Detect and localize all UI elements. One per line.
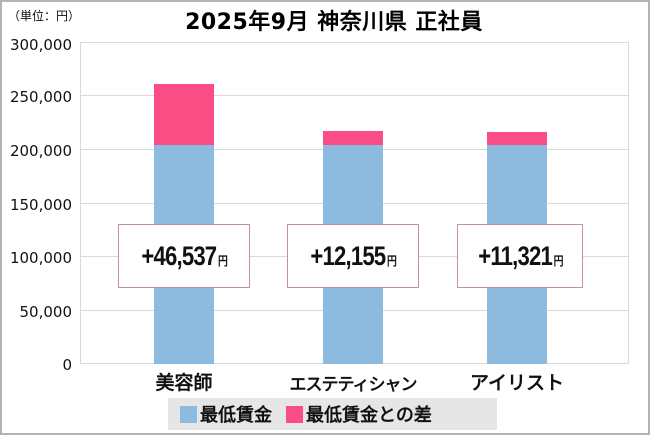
y-tick-300000: 300,000 (9, 36, 72, 54)
diff-label-eyelist: +11,321 円 (457, 224, 583, 288)
x-label-eyelist: アイリスト (469, 372, 565, 394)
bar-segment-difference (323, 131, 383, 145)
x-label-esthetician: エステティシャン (289, 375, 418, 395)
bar-segment-difference (154, 84, 214, 145)
legend-label: 最低賃金との差 (306, 405, 432, 426)
y-tick-50000: 50,000 (19, 303, 73, 321)
legend: 最低賃金 最低賃金との差 (168, 398, 497, 430)
legend-item-difference: 最低賃金との差 (286, 401, 432, 427)
diff-amount: +12,155 (310, 240, 386, 271)
legend-swatch-blue-icon (180, 405, 197, 423)
diff-amount: +46,537 (141, 240, 217, 271)
chart-title: 2025年9月 神奈川県 正社員 (185, 10, 483, 35)
diff-value: +11,321 円 (477, 240, 563, 272)
legend-item-minimum-wage: 最低賃金 (180, 401, 272, 427)
yen-unit: 円 (217, 253, 228, 268)
diff-value: +12,155 円 (310, 241, 396, 272)
y-tick-0: 0 (62, 356, 72, 374)
diff-amount: +11,321 (477, 240, 553, 271)
diff-value: +46,537 円 (141, 241, 227, 272)
x-label-biyoushi: 美容師 (155, 372, 213, 394)
legend-label: 最低賃金 (200, 405, 272, 426)
bar-segment-difference (487, 132, 547, 145)
gridline-250000 (80, 95, 629, 96)
y-tick-150000: 150,000 (9, 196, 72, 214)
legend-swatch-pink-icon (286, 405, 303, 423)
y-tick-100000: 100,000 (9, 249, 72, 267)
y-tick-250000: 250,000 (9, 88, 72, 106)
y-tick-200000: 200,000 (9, 142, 72, 160)
yen-unit: 円 (553, 253, 563, 268)
diff-label-esthetician: +12,155 円 (287, 224, 419, 288)
unit-label: （単位：円） (8, 9, 81, 23)
yen-unit: 円 (386, 253, 397, 268)
diff-label-biyoushi: +46,537 円 (118, 224, 250, 288)
